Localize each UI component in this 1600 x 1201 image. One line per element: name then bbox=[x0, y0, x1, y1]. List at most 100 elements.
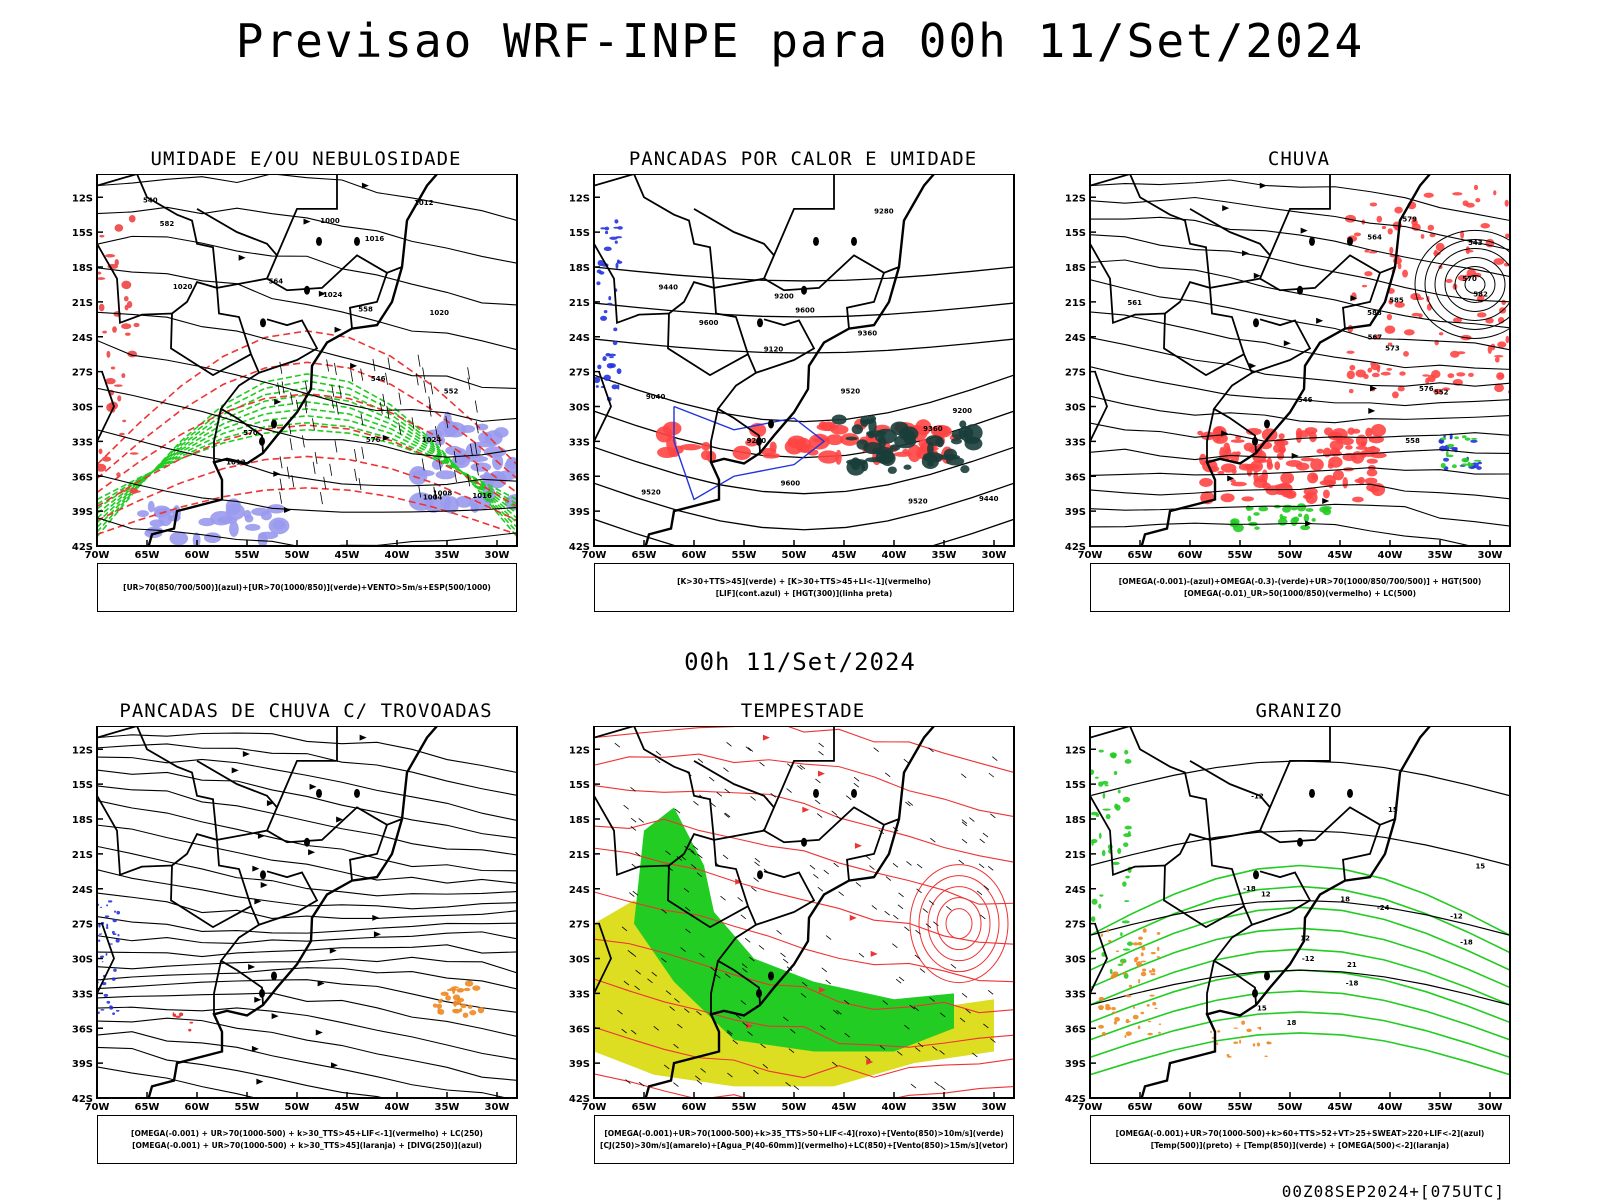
lif-area bbox=[615, 236, 623, 239]
rain-area bbox=[1497, 341, 1507, 348]
thickness-feature bbox=[124, 332, 131, 336]
humidity-mid-area bbox=[493, 427, 509, 438]
wind-vector bbox=[454, 470, 457, 483]
rain-area bbox=[1274, 461, 1281, 471]
wind-vector bbox=[304, 401, 308, 414]
rain-area bbox=[1230, 479, 1236, 483]
divergence-blue bbox=[99, 979, 102, 981]
temp850-feature bbox=[1117, 847, 1122, 854]
coastline bbox=[1140, 174, 1432, 546]
rain-area bbox=[1493, 258, 1505, 265]
rain-area bbox=[1381, 225, 1387, 230]
contour-label: 1008 bbox=[433, 489, 453, 497]
humidity-mid-area bbox=[424, 495, 443, 513]
legend-caption: [OMEGA(-0.001)+UR>70(1000-500)+k>60+TTS>… bbox=[1090, 1115, 1510, 1164]
temp850-feature bbox=[1124, 825, 1132, 830]
wind-vector bbox=[783, 1016, 789, 1022]
thickness-feature bbox=[113, 384, 123, 387]
lake bbox=[1264, 971, 1270, 981]
instability-area bbox=[893, 451, 912, 457]
lat-label: 12S bbox=[72, 745, 93, 756]
rain-area bbox=[1423, 192, 1434, 198]
wind-vector bbox=[732, 1039, 739, 1045]
rain-area bbox=[1369, 445, 1377, 451]
streamline bbox=[97, 992, 517, 1038]
li-area bbox=[938, 454, 960, 461]
wind-vector bbox=[629, 892, 635, 897]
wind-vector bbox=[855, 882, 862, 887]
wind-vector bbox=[334, 440, 338, 453]
lake bbox=[354, 788, 360, 798]
temp500-contour bbox=[1090, 899, 1510, 936]
rain-green-area bbox=[1232, 523, 1244, 533]
streamline-arrow bbox=[274, 398, 282, 405]
contour-label: 9440 bbox=[979, 495, 999, 503]
wind-vector bbox=[720, 895, 726, 901]
lon-label: 60W bbox=[185, 1102, 210, 1113]
wind-vector bbox=[630, 817, 637, 823]
streamline bbox=[594, 726, 1014, 774]
omega-orange bbox=[1132, 1014, 1139, 1020]
rain-green-area bbox=[1464, 437, 1471, 441]
streamline bbox=[1090, 311, 1510, 370]
humidity-low-contour bbox=[97, 401, 517, 519]
wind-vector bbox=[286, 466, 290, 479]
lon-label: 60W bbox=[682, 1102, 707, 1113]
divergence-blue bbox=[100, 1009, 105, 1011]
lon-label: 55W bbox=[732, 1102, 757, 1113]
rain-area bbox=[1342, 476, 1349, 489]
lat-label: 39S bbox=[569, 1059, 590, 1070]
wind-vector bbox=[279, 491, 283, 504]
wind-vector bbox=[917, 1042, 924, 1048]
wind-vector bbox=[780, 952, 786, 958]
legend-line: [K>30+TTS>45](verde) + [K>30+TTS>45+LI<-… bbox=[677, 576, 931, 586]
streamline bbox=[97, 1006, 517, 1060]
rain-green-area bbox=[1303, 513, 1310, 523]
lat-label: 12S bbox=[72, 193, 93, 204]
streamline bbox=[1090, 216, 1510, 278]
temp850-feature bbox=[1125, 875, 1130, 879]
panel-trovoadas: PANCADAS DE CHUVA C/ TROVOADAS 12S 15S 18S 2… bbox=[66, 700, 546, 1180]
rain-blue-area bbox=[1442, 457, 1450, 462]
wind-vector bbox=[932, 1046, 938, 1051]
wind-vector bbox=[754, 861, 760, 867]
divergence-blue bbox=[100, 955, 105, 958]
panel-granizo: GRANIZO -12 -12 -12 -18 -18 -24 -18 12 12 15 15 18 21… bbox=[1059, 700, 1539, 1180]
rain-area bbox=[1447, 373, 1455, 379]
divergence-blue bbox=[112, 918, 117, 923]
wind-vector bbox=[630, 787, 636, 792]
cyclone-contour bbox=[1414, 229, 1510, 339]
wind-vector bbox=[415, 373, 419, 386]
border-line bbox=[710, 960, 719, 1015]
streamline-arrow bbox=[309, 783, 317, 790]
wind-vector bbox=[725, 973, 731, 979]
legend-line: [Temp(500)](preto) + [Temp(850)](verde) … bbox=[1150, 1140, 1450, 1150]
temp850-feature bbox=[1105, 813, 1111, 820]
wind-vector bbox=[700, 1068, 706, 1073]
rain-blue-area bbox=[1477, 461, 1482, 465]
streamline-arrow bbox=[802, 806, 810, 813]
wind-vector bbox=[904, 1024, 910, 1030]
wind-vector bbox=[661, 909, 667, 914]
hgt-contour bbox=[594, 446, 1014, 495]
cyclone-contour bbox=[1434, 247, 1510, 321]
lon-label: 60W bbox=[1178, 1102, 1203, 1113]
border-line bbox=[594, 371, 612, 492]
contour-label: 9440 bbox=[659, 283, 679, 291]
streamline-arrow bbox=[1291, 452, 1299, 459]
rain-area bbox=[1384, 325, 1396, 334]
wind-vector bbox=[759, 761, 765, 767]
wind-vector bbox=[386, 405, 390, 418]
humidity-mid-area bbox=[258, 531, 279, 540]
thickness-feature bbox=[106, 350, 111, 358]
hgt-contour bbox=[594, 338, 1014, 354]
wind-vector bbox=[358, 477, 362, 491]
lat-label: 33S bbox=[72, 989, 93, 1000]
panel-title: PANCADAS DE CHUVA C/ TROVOADAS bbox=[119, 700, 493, 722]
wind-vector bbox=[445, 416, 449, 429]
wind-vector bbox=[960, 773, 967, 779]
li-area bbox=[850, 457, 861, 470]
omega-orange bbox=[1097, 1005, 1104, 1010]
contour-label: 9120 bbox=[764, 346, 784, 354]
